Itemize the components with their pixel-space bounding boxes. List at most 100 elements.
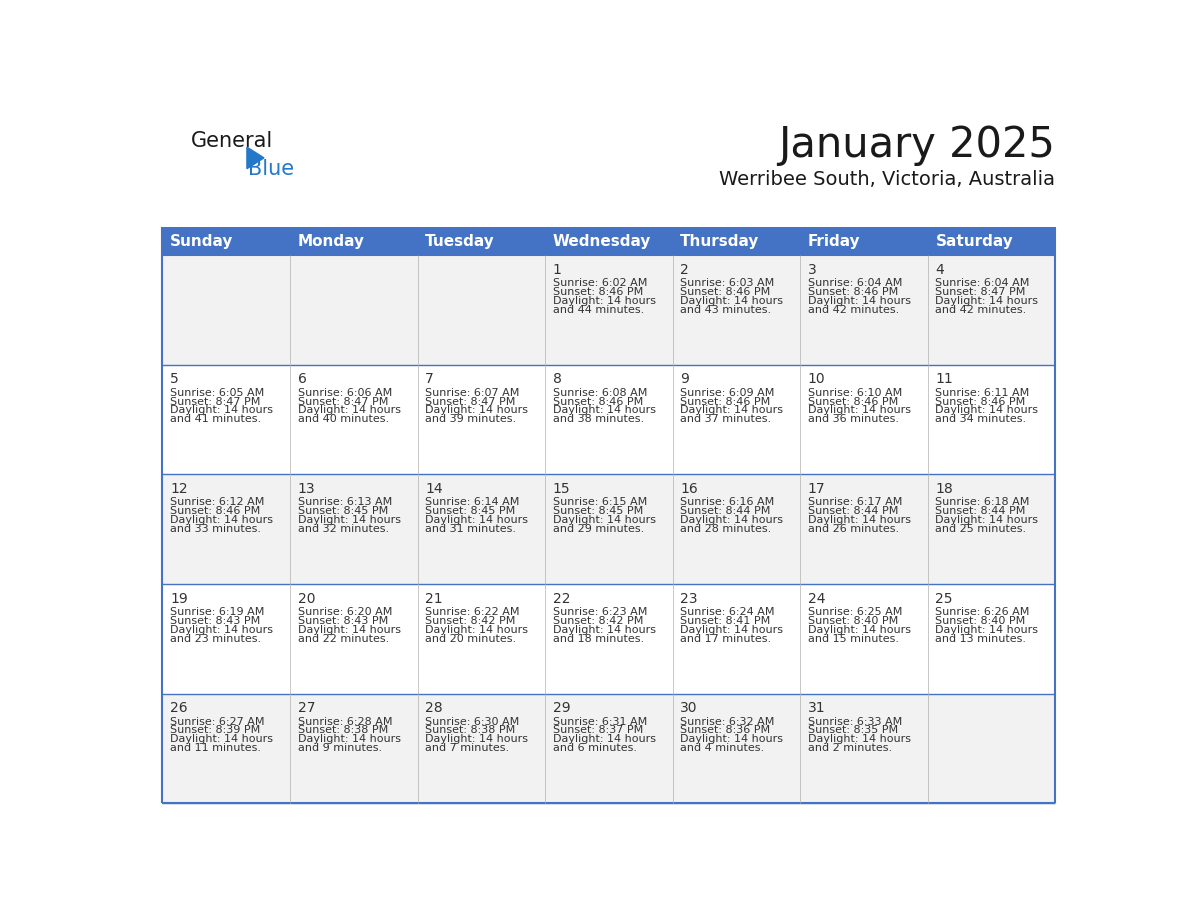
Text: Daylight: 14 hours: Daylight: 14 hours bbox=[425, 624, 529, 634]
Text: and 11 minutes.: and 11 minutes. bbox=[170, 744, 261, 753]
Bar bbox=[928, 475, 1055, 584]
Text: Daylight: 14 hours: Daylight: 14 hours bbox=[681, 296, 783, 306]
Text: Sunrise: 6:05 AM: Sunrise: 6:05 AM bbox=[170, 387, 265, 397]
Text: 27: 27 bbox=[298, 701, 315, 715]
Text: 23: 23 bbox=[681, 591, 697, 606]
Text: and 40 minutes.: and 40 minutes. bbox=[298, 414, 388, 424]
Text: and 2 minutes.: and 2 minutes. bbox=[808, 744, 892, 753]
Text: Daylight: 14 hours: Daylight: 14 hours bbox=[170, 406, 273, 415]
Text: and 33 minutes.: and 33 minutes. bbox=[170, 524, 261, 534]
Text: Sunset: 8:47 PM: Sunset: 8:47 PM bbox=[170, 397, 260, 407]
Bar bbox=[290, 364, 417, 475]
Text: Daylight: 14 hours: Daylight: 14 hours bbox=[425, 406, 529, 415]
Text: Tuesday: Tuesday bbox=[425, 233, 495, 249]
Text: Sunrise: 6:10 AM: Sunrise: 6:10 AM bbox=[808, 387, 902, 397]
Text: Sunrise: 6:27 AM: Sunrise: 6:27 AM bbox=[170, 717, 265, 727]
Text: 7: 7 bbox=[425, 373, 434, 386]
Bar bbox=[928, 584, 1055, 693]
Bar bbox=[163, 227, 290, 255]
Text: Sunset: 8:47 PM: Sunset: 8:47 PM bbox=[935, 286, 1025, 297]
Text: Sunrise: 6:14 AM: Sunrise: 6:14 AM bbox=[425, 498, 519, 508]
Text: and 4 minutes.: and 4 minutes. bbox=[681, 744, 765, 753]
Text: Daylight: 14 hours: Daylight: 14 hours bbox=[552, 515, 656, 525]
Bar bbox=[672, 255, 801, 364]
Text: 17: 17 bbox=[808, 482, 826, 496]
Text: Sunset: 8:40 PM: Sunset: 8:40 PM bbox=[808, 616, 898, 626]
Text: and 20 minutes.: and 20 minutes. bbox=[425, 633, 517, 644]
Text: 12: 12 bbox=[170, 482, 188, 496]
Text: 1: 1 bbox=[552, 263, 562, 276]
Text: and 41 minutes.: and 41 minutes. bbox=[170, 414, 261, 424]
Bar bbox=[290, 584, 417, 693]
Bar bbox=[672, 475, 801, 584]
Text: Sunrise: 6:09 AM: Sunrise: 6:09 AM bbox=[681, 387, 775, 397]
Text: Daylight: 14 hours: Daylight: 14 hours bbox=[298, 734, 400, 744]
Text: 10: 10 bbox=[808, 373, 826, 386]
Text: and 39 minutes.: and 39 minutes. bbox=[425, 414, 517, 424]
Text: Daylight: 14 hours: Daylight: 14 hours bbox=[552, 406, 656, 415]
Text: 29: 29 bbox=[552, 701, 570, 715]
Bar bbox=[163, 584, 290, 693]
Bar bbox=[801, 475, 928, 584]
Text: and 34 minutes.: and 34 minutes. bbox=[935, 414, 1026, 424]
Text: Sunrise: 6:22 AM: Sunrise: 6:22 AM bbox=[425, 607, 520, 617]
Text: and 32 minutes.: and 32 minutes. bbox=[298, 524, 388, 534]
Bar bbox=[928, 364, 1055, 475]
Text: Saturday: Saturday bbox=[935, 233, 1013, 249]
Text: Sunset: 8:44 PM: Sunset: 8:44 PM bbox=[681, 506, 771, 516]
Bar bbox=[290, 693, 417, 803]
Text: Daylight: 14 hours: Daylight: 14 hours bbox=[681, 406, 783, 415]
Text: Sunset: 8:41 PM: Sunset: 8:41 PM bbox=[681, 616, 771, 626]
Text: 28: 28 bbox=[425, 701, 443, 715]
Text: and 26 minutes.: and 26 minutes. bbox=[808, 524, 899, 534]
Text: Sunset: 8:40 PM: Sunset: 8:40 PM bbox=[935, 616, 1025, 626]
Text: Sunset: 8:37 PM: Sunset: 8:37 PM bbox=[552, 725, 643, 735]
Text: Sunrise: 6:04 AM: Sunrise: 6:04 AM bbox=[808, 278, 903, 288]
Bar bbox=[290, 255, 417, 364]
Text: and 38 minutes.: and 38 minutes. bbox=[552, 414, 644, 424]
Bar bbox=[417, 584, 545, 693]
Bar bbox=[801, 693, 928, 803]
Text: Sunset: 8:45 PM: Sunset: 8:45 PM bbox=[425, 506, 516, 516]
Text: Daylight: 14 hours: Daylight: 14 hours bbox=[808, 296, 911, 306]
Text: Sunrise: 6:16 AM: Sunrise: 6:16 AM bbox=[681, 498, 775, 508]
Text: and 44 minutes.: and 44 minutes. bbox=[552, 305, 644, 315]
Text: Werribee South, Victoria, Australia: Werribee South, Victoria, Australia bbox=[719, 170, 1055, 189]
Bar bbox=[545, 475, 672, 584]
Text: Sunset: 8:47 PM: Sunset: 8:47 PM bbox=[425, 397, 516, 407]
Text: 16: 16 bbox=[681, 482, 699, 496]
Text: Blue: Blue bbox=[248, 159, 293, 179]
Text: Sunrise: 6:30 AM: Sunrise: 6:30 AM bbox=[425, 717, 519, 727]
Text: Sunrise: 6:31 AM: Sunrise: 6:31 AM bbox=[552, 717, 647, 727]
Text: Sunrise: 6:23 AM: Sunrise: 6:23 AM bbox=[552, 607, 647, 617]
Text: 15: 15 bbox=[552, 482, 570, 496]
Text: Sunrise: 6:28 AM: Sunrise: 6:28 AM bbox=[298, 717, 392, 727]
Text: Sunrise: 6:02 AM: Sunrise: 6:02 AM bbox=[552, 278, 647, 288]
Text: 14: 14 bbox=[425, 482, 443, 496]
Text: Sunset: 8:46 PM: Sunset: 8:46 PM bbox=[681, 286, 771, 297]
Text: 22: 22 bbox=[552, 591, 570, 606]
Text: Daylight: 14 hours: Daylight: 14 hours bbox=[681, 624, 783, 634]
Text: Sunset: 8:44 PM: Sunset: 8:44 PM bbox=[808, 506, 898, 516]
Bar bbox=[163, 255, 290, 364]
Text: 11: 11 bbox=[935, 373, 953, 386]
Text: Daylight: 14 hours: Daylight: 14 hours bbox=[170, 734, 273, 744]
Bar bbox=[928, 693, 1055, 803]
Text: Sunset: 8:45 PM: Sunset: 8:45 PM bbox=[298, 506, 388, 516]
Text: Sunset: 8:39 PM: Sunset: 8:39 PM bbox=[170, 725, 260, 735]
Bar bbox=[417, 693, 545, 803]
Text: Daylight: 14 hours: Daylight: 14 hours bbox=[298, 624, 400, 634]
Text: Sunrise: 6:04 AM: Sunrise: 6:04 AM bbox=[935, 278, 1030, 288]
Text: Friday: Friday bbox=[808, 233, 860, 249]
Text: Sunset: 8:46 PM: Sunset: 8:46 PM bbox=[170, 506, 260, 516]
Text: Sunset: 8:43 PM: Sunset: 8:43 PM bbox=[170, 616, 260, 626]
Text: Thursday: Thursday bbox=[681, 233, 760, 249]
Text: 20: 20 bbox=[298, 591, 315, 606]
Text: General: General bbox=[191, 131, 273, 151]
Text: Daylight: 14 hours: Daylight: 14 hours bbox=[425, 515, 529, 525]
Text: Daylight: 14 hours: Daylight: 14 hours bbox=[808, 624, 911, 634]
Text: Sunrise: 6:15 AM: Sunrise: 6:15 AM bbox=[552, 498, 647, 508]
Text: 5: 5 bbox=[170, 373, 179, 386]
Text: and 17 minutes.: and 17 minutes. bbox=[681, 633, 771, 644]
Text: 18: 18 bbox=[935, 482, 953, 496]
